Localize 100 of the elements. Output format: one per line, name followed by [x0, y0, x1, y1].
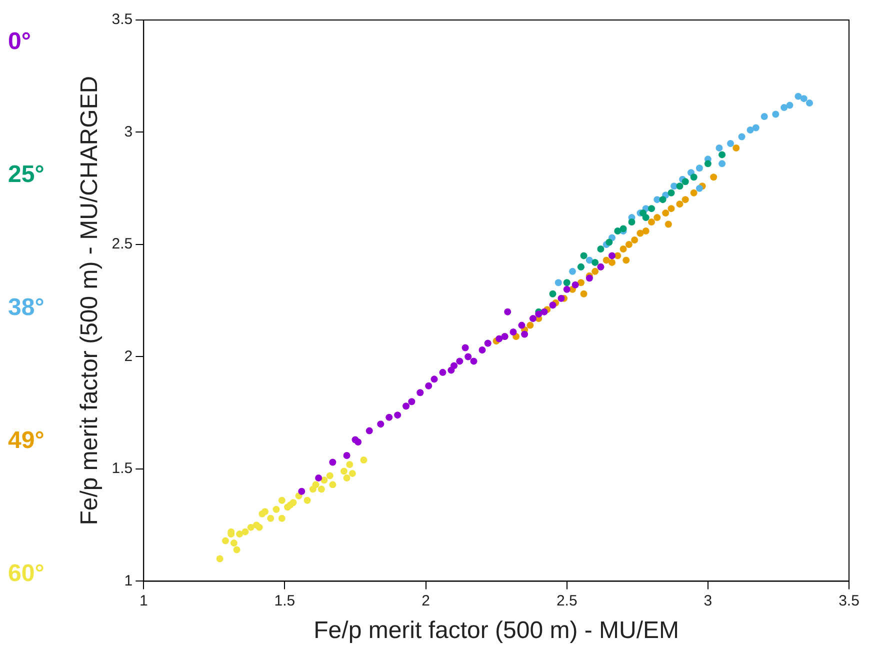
point — [690, 174, 698, 181]
point — [704, 160, 712, 168]
y-tick-label: 1 — [124, 572, 133, 590]
point — [298, 488, 306, 495]
point — [267, 514, 274, 522]
point — [549, 302, 556, 309]
point — [625, 240, 632, 248]
point — [456, 358, 464, 365]
point — [408, 398, 416, 406]
point — [690, 189, 698, 196]
point — [484, 340, 492, 347]
point — [346, 460, 354, 468]
point — [670, 182, 678, 190]
point — [696, 164, 703, 172]
point — [563, 286, 570, 293]
point — [746, 126, 754, 134]
point — [569, 268, 576, 275]
point — [256, 524, 263, 531]
point — [216, 555, 224, 562]
point — [360, 456, 368, 464]
point — [760, 113, 768, 120]
point — [470, 358, 478, 365]
x-tick-label: 3 — [704, 592, 712, 610]
point — [425, 382, 432, 390]
point — [682, 196, 689, 204]
point — [786, 102, 794, 109]
point — [540, 308, 548, 316]
point — [572, 281, 579, 288]
point — [592, 268, 599, 275]
text: 25° — [8, 161, 46, 189]
point — [464, 353, 472, 360]
point — [343, 452, 350, 459]
y-tick-label: 3.5 — [112, 11, 133, 28]
point — [504, 308, 512, 316]
point — [430, 376, 438, 383]
point — [312, 481, 320, 488]
point — [648, 205, 656, 212]
point — [659, 196, 666, 204]
point — [668, 189, 675, 196]
text: 0° — [8, 28, 32, 56]
point — [738, 133, 746, 140]
point — [222, 537, 229, 544]
point — [772, 110, 780, 118]
point — [233, 546, 240, 554]
point — [682, 178, 689, 186]
point — [752, 124, 760, 132]
point — [654, 214, 661, 222]
point — [510, 328, 517, 336]
point — [718, 160, 726, 168]
point — [597, 245, 604, 252]
point — [320, 476, 328, 484]
point — [620, 245, 627, 252]
point — [518, 322, 526, 329]
point — [654, 196, 661, 204]
point — [354, 438, 362, 446]
y-axis-title: Fe/p merit factor (500 m) - MU/CHARGED — [76, 76, 104, 526]
y-tick-label: 2.5 — [112, 236, 133, 253]
point — [549, 290, 556, 298]
point — [642, 214, 650, 222]
point — [608, 252, 616, 260]
point — [631, 236, 638, 244]
point — [636, 230, 644, 237]
point — [340, 468, 348, 475]
point — [718, 151, 726, 158]
point — [580, 290, 588, 298]
point — [806, 100, 813, 107]
point — [326, 472, 334, 480]
point — [586, 256, 593, 264]
point — [304, 496, 311, 504]
x-tick-label: 3.5 — [838, 592, 860, 610]
point — [648, 218, 656, 226]
point — [236, 530, 244, 538]
point — [710, 174, 718, 181]
point — [606, 238, 613, 246]
point — [478, 346, 486, 354]
point — [696, 184, 703, 192]
point — [662, 210, 670, 217]
point — [732, 144, 740, 152]
point — [563, 279, 570, 286]
point — [614, 228, 622, 235]
point — [676, 182, 684, 190]
text: 49° — [8, 427, 46, 455]
point — [496, 335, 503, 342]
point — [230, 540, 238, 547]
point — [592, 258, 599, 266]
point — [580, 252, 588, 260]
point — [642, 228, 650, 235]
point — [586, 274, 593, 282]
point — [526, 322, 534, 329]
point — [329, 481, 336, 488]
point — [439, 368, 446, 376]
point — [272, 506, 280, 513]
point — [315, 474, 322, 482]
point — [800, 95, 808, 102]
point — [394, 412, 402, 419]
point — [628, 218, 636, 226]
point — [535, 310, 542, 318]
point — [664, 220, 672, 228]
point — [290, 499, 297, 506]
x-tick-label: 1 — [139, 592, 148, 610]
